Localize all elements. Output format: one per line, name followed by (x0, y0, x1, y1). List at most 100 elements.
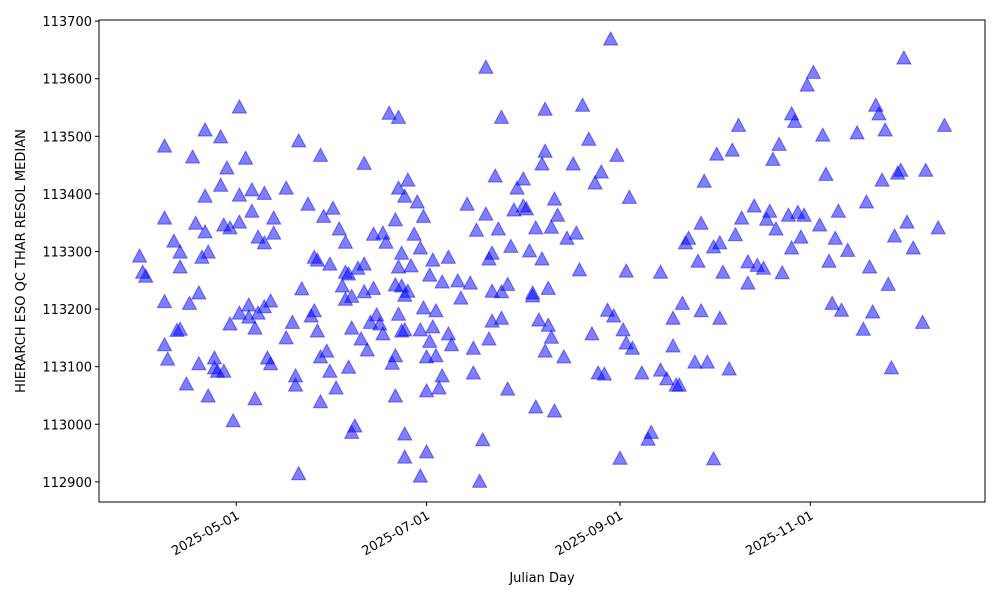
marker (502, 238, 519, 253)
marker (540, 317, 557, 332)
marker (343, 320, 360, 335)
y-tick-label: 113600 (42, 73, 92, 88)
marker (159, 351, 176, 366)
marker (693, 215, 709, 230)
marker (936, 117, 953, 132)
marker (328, 379, 344, 395)
marker (390, 306, 407, 321)
marker (584, 325, 600, 341)
marker (312, 393, 329, 409)
marker (740, 253, 756, 269)
marker (858, 193, 875, 209)
marker (793, 229, 809, 244)
marker (409, 193, 426, 209)
marker (412, 468, 429, 483)
marker (262, 292, 279, 308)
marker (755, 260, 772, 275)
marker (384, 355, 401, 370)
marker (231, 98, 248, 114)
marker (565, 155, 582, 171)
marker (602, 30, 619, 46)
marker (356, 155, 373, 170)
marker (914, 314, 931, 329)
marker (449, 272, 466, 288)
marker (284, 314, 301, 329)
marker (309, 322, 326, 338)
marker (396, 449, 413, 464)
marker (428, 302, 444, 318)
marker (821, 253, 837, 268)
marker (699, 354, 716, 369)
marker (761, 203, 778, 218)
marker (680, 230, 697, 245)
marker (612, 450, 628, 465)
marker (415, 208, 432, 223)
marker (440, 249, 457, 264)
marker (839, 242, 856, 257)
marker (549, 207, 566, 222)
marker (440, 325, 457, 341)
marker (424, 318, 441, 334)
marker (499, 276, 516, 291)
marker (827, 230, 844, 245)
y-tick-label: 112900 (42, 476, 92, 491)
marker (521, 242, 538, 258)
marker (231, 305, 248, 320)
marker (899, 214, 915, 229)
marker (768, 220, 784, 236)
marker (222, 316, 238, 331)
marker (571, 261, 588, 277)
marker (534, 155, 550, 171)
marker (315, 208, 332, 223)
marker (287, 377, 304, 392)
marker (624, 340, 641, 355)
marker (334, 277, 351, 293)
marker (721, 360, 738, 376)
marker (671, 377, 688, 392)
marker (343, 288, 360, 303)
marker (540, 280, 557, 295)
marker (543, 329, 560, 344)
marker (674, 295, 691, 310)
marker (387, 347, 404, 363)
marker (546, 191, 563, 206)
marker (390, 258, 407, 274)
marker (618, 263, 635, 278)
marker (250, 229, 266, 244)
marker (818, 166, 834, 181)
marker (256, 185, 273, 200)
marker (774, 264, 791, 280)
marker (596, 366, 613, 381)
marker (537, 343, 553, 358)
marker (465, 340, 482, 355)
marker (137, 268, 154, 283)
marker (265, 225, 282, 240)
marker (864, 303, 881, 319)
marker (131, 248, 148, 263)
marker (459, 196, 475, 211)
marker (705, 450, 722, 466)
marker (693, 302, 709, 318)
marker (771, 136, 787, 151)
marker (200, 244, 217, 259)
marker (733, 210, 750, 225)
marker (322, 363, 338, 378)
marker (390, 109, 407, 124)
marker (247, 390, 263, 406)
marker (633, 364, 650, 380)
marker (172, 244, 188, 259)
marker (200, 387, 217, 403)
marker (478, 59, 494, 74)
marker (690, 253, 706, 268)
marker (556, 348, 572, 364)
marker (231, 187, 248, 202)
marker (493, 109, 510, 124)
marker (166, 233, 182, 248)
marker (883, 359, 900, 375)
marker (833, 302, 850, 317)
marker (412, 321, 429, 337)
marker (418, 443, 435, 459)
marker (531, 311, 547, 327)
marker (871, 105, 887, 121)
marker (156, 293, 173, 309)
